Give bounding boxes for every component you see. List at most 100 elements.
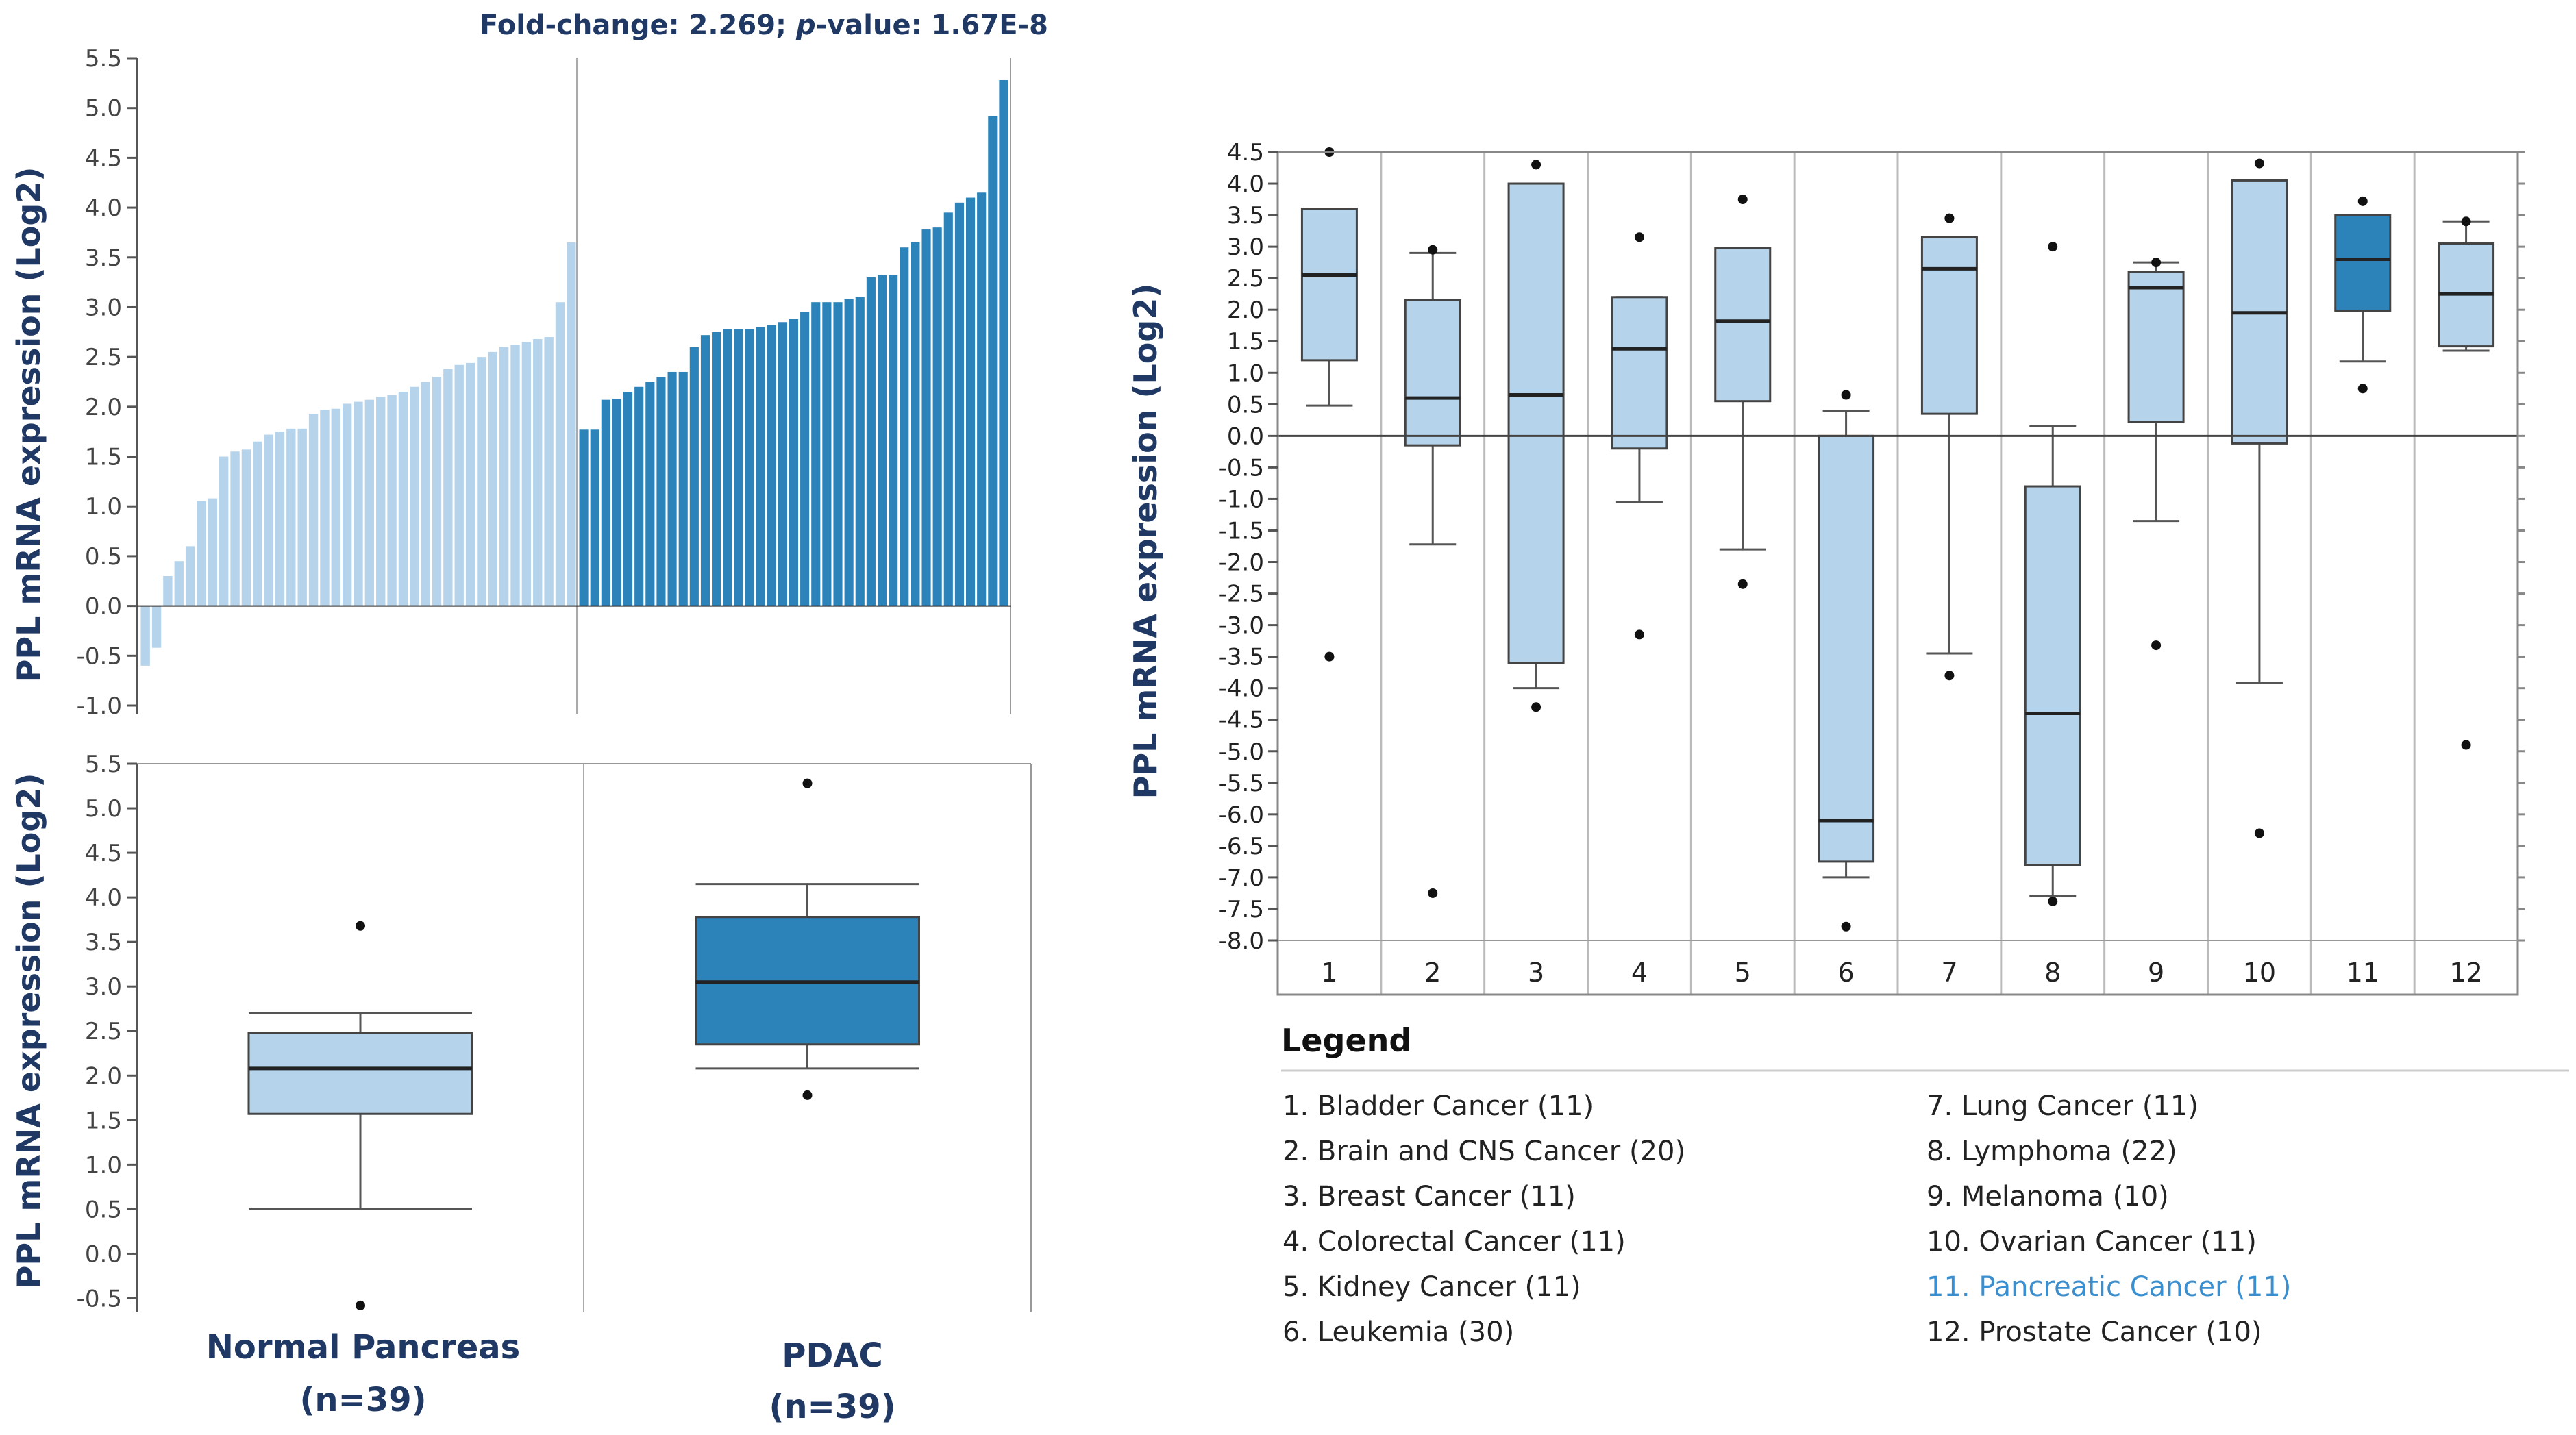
waterfall-bar-pdac — [645, 382, 655, 606]
cancer-types-legend: Legend 1. Bladder Cancer (11) 2. Brain a… — [1281, 1022, 2569, 1348]
cancer-ytick-label: -1.0 — [1219, 486, 1264, 513]
waterfall-bar-normal — [421, 382, 430, 606]
waterfall-bar-pdac — [667, 371, 677, 606]
cancer-ytick-label: -2.5 — [1219, 581, 1264, 608]
cancer-ytick-label: -3.0 — [1219, 612, 1264, 640]
cancer-ytick-label: -1.5 — [1219, 517, 1264, 545]
group-label-normal: Normal Pancreas — [206, 1328, 520, 1367]
cancer-outlier-point — [1428, 888, 1438, 898]
cancer-ytick-label: 0.0 — [1227, 423, 1264, 450]
waterfall-bar-pdac — [921, 229, 931, 606]
waterfall-bar-pdac — [734, 329, 743, 606]
cancer-ytick-label: -7.0 — [1219, 864, 1264, 892]
waterfall-bar-normal — [432, 377, 442, 606]
waterfall-bar-pdac — [756, 327, 765, 606]
waterfall-bar-pdac — [623, 392, 633, 606]
legend-item-3: 3. Breast Cancer (11) — [1283, 1181, 1576, 1212]
cancer-box-iqr — [1507, 182, 1565, 664]
legend-item-6: 6. Leukemia (30) — [1283, 1317, 1514, 1348]
group-label-pdac: PDAC — [782, 1336, 882, 1375]
group-n-pdac: (n=39) — [769, 1388, 895, 1426]
waterfall-bar-normal — [354, 401, 363, 606]
cancer-xtick-label: 5 — [1735, 958, 1751, 988]
waterfall-bar-pdac — [900, 247, 909, 606]
waterfall-ytick-label: 1.0 — [85, 493, 122, 521]
cancer-ytick-label: -0.5 — [1219, 454, 1264, 482]
cancer-outlier-point — [2254, 828, 2264, 838]
waterfall-bar-normal — [331, 408, 340, 606]
cancer-outlier-point — [1324, 651, 1335, 662]
cancer-ytick-label: -6.5 — [1219, 833, 1264, 860]
waterfall-ytick-label: 1.5 — [85, 444, 122, 471]
cancer-box-iqr — [2024, 485, 2081, 866]
legend-title: Legend — [1281, 1022, 1411, 1059]
waterfall-bar-pdac — [723, 329, 732, 606]
waterfall-axes — [136, 58, 1011, 714]
waterfall-bar-normal — [342, 403, 352, 606]
waterfall-bar-normal — [454, 364, 464, 606]
waterfall-bar-normal — [533, 338, 543, 606]
waterfall-title: Fold-change: 2.269; p-value: 1.67E-8 — [480, 10, 1048, 41]
cancer-xtick-label: 8 — [2044, 958, 2061, 988]
cancer-types-xticks: 1 2 3 4 5 6 7 8 9 10 11 12 — [1321, 958, 2482, 988]
waterfall-bar-normal — [197, 501, 206, 606]
waterfall-bar-pdac — [767, 325, 776, 606]
cancer-types-yticks: 4.5 4.0 3.5 3.0 2.5 2.0 1.5 1.0 0.5 0.0 -0.5 -1.0 -1… — [1219, 139, 2525, 955]
waterfall-bar-pdac — [700, 335, 710, 606]
pdac-boxplot-boxes — [247, 778, 920, 1310]
waterfall-bar-normal — [477, 357, 486, 606]
waterfall-bar-pdac — [877, 275, 887, 606]
cancer-ytick-label: -5.5 — [1219, 770, 1264, 797]
waterfall-bar-normal — [286, 428, 296, 606]
waterfall-bar-normal — [567, 242, 576, 606]
waterfall-bar-pdac — [911, 242, 920, 606]
cancer-xtick-label: 12 — [2449, 958, 2482, 988]
cancer-box-iqr — [1611, 296, 1668, 450]
legend-item-11[interactable]: 11. Pancreatic Cancer (11) — [1927, 1271, 2291, 1303]
pdac-box-iqr — [247, 1032, 473, 1115]
cancer-types-gridlines — [1380, 152, 2416, 995]
cancer-outlier-point — [1634, 629, 1644, 640]
cancer-outlier-point — [1634, 232, 1644, 242]
cancer-ytick-label: 1.5 — [1227, 328, 1264, 355]
pdac-boxplot-ylabel: PPL mRNA expression (Log2) — [10, 773, 47, 1289]
waterfall-bar-normal — [465, 362, 475, 606]
waterfall-bar-pdac — [889, 275, 898, 606]
waterfall-bar-normal — [387, 395, 397, 606]
cancer-frame-border — [1276, 151, 2519, 996]
waterfall-bar-normal — [308, 414, 319, 606]
pdac-outlier-point — [802, 778, 813, 788]
cancer-ytick-label: 3.0 — [1227, 234, 1264, 261]
cancer-outlier-point — [2254, 158, 2264, 169]
waterfall-bar-pdac — [689, 347, 699, 606]
cancer-box-iqr — [1404, 299, 1461, 447]
pdac-outlier-point — [356, 921, 365, 931]
waterfall-bar-normal — [275, 432, 285, 606]
waterfall-yticks: 5.5 5.0 4.5 4.0 3.5 3.0 2.5 2.0 1.5 1.0 0.5 0.0 -0.5… — [77, 45, 137, 720]
cancer-ytick-label: -5.0 — [1219, 738, 1264, 766]
cancer-ytick-label: -4.0 — [1219, 675, 1264, 703]
cancer-outlier-point — [1428, 245, 1438, 255]
cancer-outlier-point — [1531, 702, 1541, 712]
waterfall-bar-pdac — [988, 116, 998, 606]
cancer-outlier-point — [2151, 258, 2162, 268]
cancer-box-iqr — [1300, 208, 1358, 362]
pdac-ytick-label: 5.0 — [85, 795, 122, 823]
cancer-ytick-label: 4.0 — [1227, 171, 1264, 198]
waterfall-bar-normal — [253, 441, 262, 606]
cancer-ytick-label: -4.5 — [1219, 707, 1264, 734]
waterfall-bar-pdac — [745, 329, 754, 606]
legend-item-7: 7. Lung Cancer (11) — [1927, 1090, 2199, 1122]
cancer-ytick-label: -8.0 — [1219, 927, 1264, 955]
cancer-ytick-label: -7.5 — [1219, 896, 1264, 923]
waterfall-bar-normal — [151, 606, 162, 648]
cancer-outlier-point — [1944, 213, 1955, 223]
pdac-ytick-label: 4.0 — [85, 884, 122, 912]
pdac-ytick-label: 5.5 — [85, 751, 122, 778]
waterfall-bar-pdac — [579, 429, 589, 606]
pdac-ytick-label: 1.0 — [85, 1151, 122, 1179]
cancer-xtick-label: 9 — [2148, 958, 2164, 988]
cancer-box-iqr — [2127, 271, 2185, 423]
cancer-ytick-label: 2.5 — [1227, 265, 1264, 292]
pdac-ytick-label: 3.0 — [85, 973, 122, 1001]
